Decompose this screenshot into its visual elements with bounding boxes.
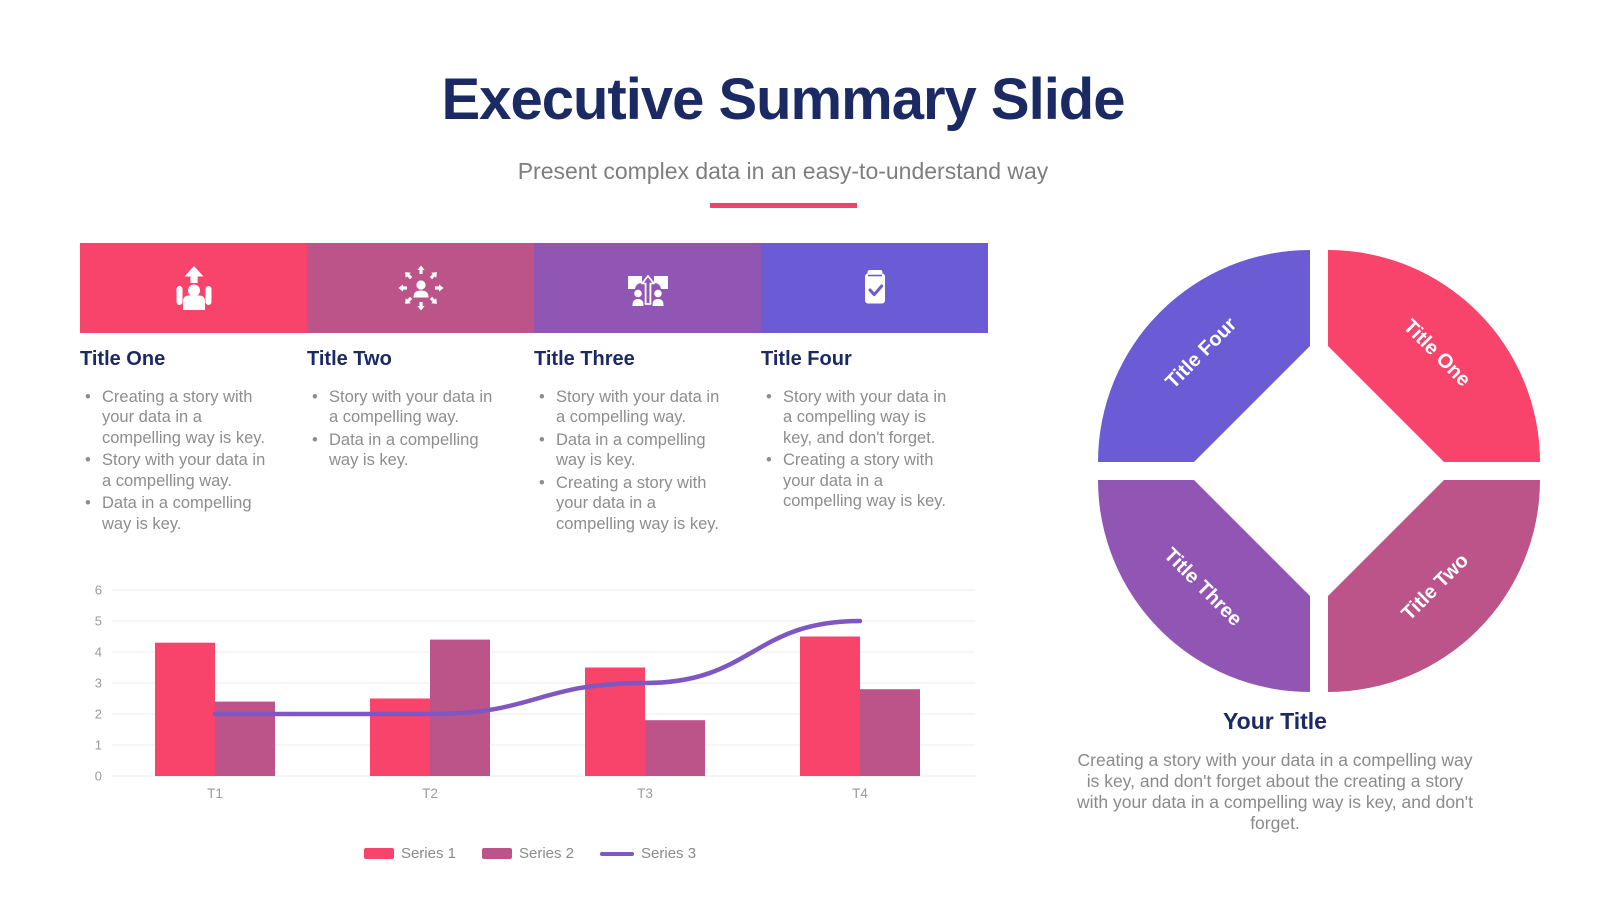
bar-series1-T4 [800, 636, 860, 776]
y-axis-tick: 1 [95, 738, 102, 753]
cycle-description: Creating a story with your data in a com… [1076, 750, 1473, 833]
x-axis-label: T3 [637, 786, 653, 801]
bullet-item: Creating a story with your data in a com… [534, 473, 731, 534]
line-series3 [212, 618, 863, 717]
summary-column-one: Title One Creating a story with your dat… [80, 348, 307, 536]
column-title: Title One [80, 348, 166, 370]
bar-series2-T3 [645, 720, 705, 776]
y-axis-tick: 2 [95, 707, 102, 722]
column-title: Title Two [307, 348, 392, 370]
x-axis-label: T4 [852, 786, 868, 801]
y-axis-tick: 5 [95, 614, 102, 629]
bar-series1-T1 [155, 642, 215, 776]
combo-chart: 0 1 2 3 4 5 6 T1 T2 T3 T4 [95, 583, 975, 801]
x-axis-label: T2 [422, 786, 438, 801]
cycle-segment-title-one [1328, 250, 1540, 462]
legend-item: Series 3 [600, 845, 696, 862]
legend-swatch [481, 848, 512, 859]
chart-legend: Series 1 Series 2 Series 3 [80, 845, 980, 862]
legend-label: Series 3 [641, 845, 697, 862]
summary-column-three: Title Three Story with your data in a co… [534, 348, 761, 536]
title-accent-bar [710, 203, 857, 208]
column-title: Title Three [534, 348, 635, 370]
bullet-item: Data in a compelling way is key. [534, 430, 731, 471]
bullet-item: Story with your data in a compelling way… [534, 387, 731, 428]
people-expand-icon [398, 265, 443, 311]
team-growth-icon [176, 266, 211, 310]
bullet-item: Story with your data in a compelling way… [307, 387, 504, 428]
cycle-segment-title-two [1328, 480, 1540, 692]
cycle-title: Your Title [1223, 708, 1327, 734]
bar-series2-T2 [430, 639, 490, 776]
legend-swatch [600, 851, 635, 856]
bullet-item: Creating a story with your data in a com… [761, 450, 958, 511]
process-strip [80, 243, 988, 333]
bullet-item: Story with your data in a compelling way… [80, 450, 277, 491]
y-axis-tick: 0 [95, 769, 102, 784]
column-bullet-list: Story with your data in a compelling way… [761, 387, 958, 512]
summary-column-two: Title Two Story with your data in a comp… [307, 348, 534, 536]
strip-segment-four [761, 243, 988, 333]
bar-series2-T4 [860, 689, 920, 776]
page-title: Executive Summary Slide [441, 67, 1126, 132]
x-axis-label: T1 [207, 786, 223, 801]
y-axis-tick: 3 [95, 676, 102, 691]
bullet-item: Creating a story with your data in a com… [80, 387, 277, 448]
decision-paths-icon [627, 275, 668, 306]
y-axis-tick: 4 [95, 645, 102, 660]
summary-column-four: Title Four Story with your data in a com… [761, 348, 988, 536]
clipboard-check-icon [864, 270, 885, 304]
legend-label: Series 2 [518, 845, 575, 862]
column-bullet-list: Story with your data in a compelling way… [534, 387, 731, 534]
page-subtitle: Present complex data in an easy-to-under… [517, 158, 1049, 184]
legend-item: Series 1 [363, 845, 456, 862]
bullet-item: Data in a compelling way is key. [307, 430, 504, 471]
legend-label: Series 1 [400, 845, 456, 862]
strip-segment-two [307, 243, 534, 333]
legend-item: Series 2 [481, 845, 575, 862]
bullet-item: Story with your data in a compelling way… [761, 387, 958, 448]
column-bullet-list: Story with your data in a compelling way… [307, 387, 504, 471]
bar-series1-T2 [370, 698, 430, 776]
cycle-segment-title-three [1098, 480, 1310, 692]
column-bullet-list: Creating a story with your data in a com… [80, 387, 277, 534]
cycle-diagram: Title One Title Two Title Three Title Fo… [1098, 250, 1540, 692]
summary-columns: Title One Creating a story with your dat… [80, 348, 988, 536]
strip-segment-three [534, 243, 761, 333]
bullet-item: Data in a compelling way is key. [80, 493, 277, 534]
strip-segment-one [80, 243, 307, 333]
legend-swatch [363, 848, 394, 859]
cycle-segment-title-four [1098, 250, 1310, 462]
column-title: Title Four [761, 348, 852, 370]
y-axis-tick: 6 [95, 583, 102, 598]
